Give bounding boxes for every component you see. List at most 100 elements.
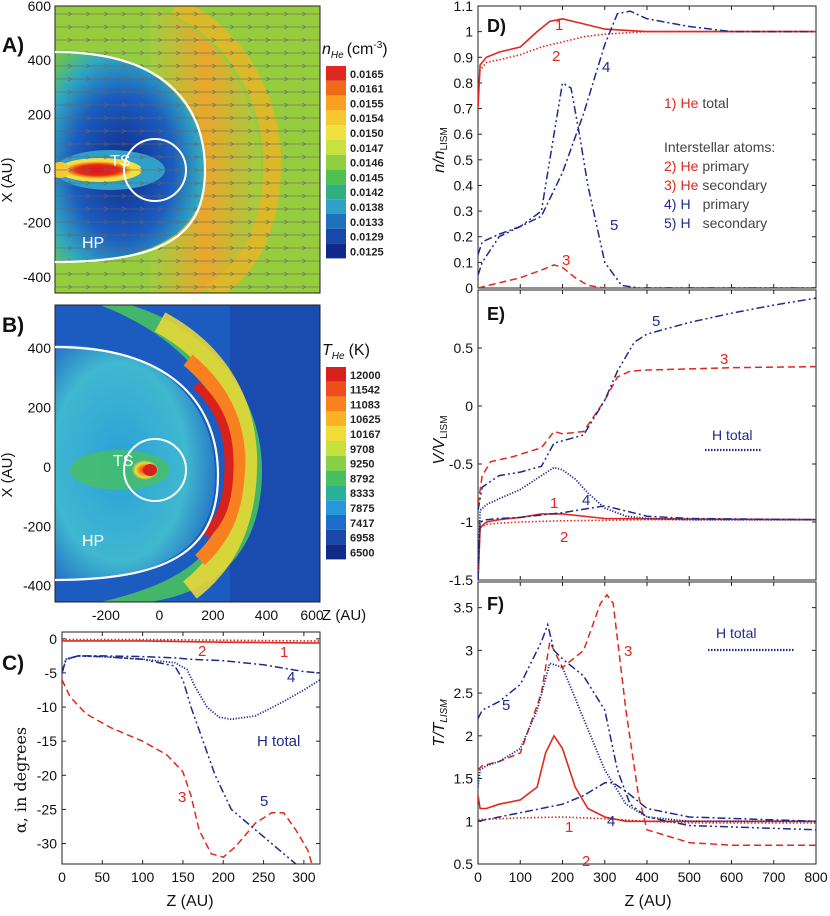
legend-value: 9708: [350, 444, 374, 456]
legend-swatch: [326, 140, 346, 155]
y-tick-label: 0.4: [454, 177, 474, 193]
legend-swatch: [326, 544, 346, 560]
y-tick-label: 2.5: [454, 685, 474, 701]
y-tick-label: 0.6: [454, 126, 474, 142]
legend-d-2-num: 2): [664, 158, 676, 174]
panel-e-label: E): [487, 304, 505, 324]
curve-label: 3: [178, 789, 186, 806]
y-tick-label: -15: [37, 733, 57, 749]
map-x-tick-label: 600: [28, 0, 52, 14]
ts-label-a: TS: [110, 153, 130, 170]
x-tick-label: 700: [762, 869, 786, 885]
x-tick-label: 200: [212, 869, 236, 885]
x-tick-label: 800: [804, 869, 828, 885]
legend-d: 1) He total Interstellar atoms: 2) He primar…: [664, 95, 775, 231]
legend-value: 9250: [350, 459, 374, 471]
svg-text:T/TLISM: T/TLISM: [431, 699, 450, 747]
legend-value: 0.0142: [350, 187, 384, 199]
map-z-tick-label: 400: [255, 607, 279, 623]
y-tick-label: 0.9: [454, 49, 474, 65]
legend-swatch: [326, 214, 346, 229]
legend-swatch: [326, 125, 346, 140]
curve-label: 3: [562, 252, 570, 269]
series-line-5: [478, 622, 816, 831]
curve-label: 2: [582, 853, 590, 870]
legend-swatch: [326, 411, 346, 427]
legend-swatch: [326, 455, 346, 471]
legend-e-h-total: H total: [712, 427, 752, 443]
x-tick-label: 600: [720, 869, 744, 885]
y-tick-label: -30: [37, 836, 57, 852]
series-line-5: [62, 655, 297, 864]
y-axis-title-f: T/T: [431, 721, 448, 746]
curve-label: H total: [257, 733, 300, 750]
y-tick-label: 1.5: [454, 771, 474, 787]
legend-swatch: [326, 470, 346, 486]
y-axis-title-c: α, in degrees: [11, 727, 30, 833]
y-tick-label: 3.5: [454, 600, 474, 616]
panel-a-tick-labels: 600 400 200 0 -200 -400: [23, 0, 51, 285]
panel-b-label: B): [2, 314, 24, 337]
legend-d-5-desc: secondary: [703, 215, 768, 231]
curve-label: 4: [287, 669, 295, 686]
curve-label: 3: [624, 643, 632, 660]
y-tick-label: 0.3: [454, 203, 474, 219]
x-tick-label: 150: [171, 869, 195, 885]
termination-shock-circle-b: [123, 438, 187, 502]
x-tick-label: 50: [95, 869, 111, 885]
termination-shock-circle-a: [123, 138, 187, 202]
curve-label: 4: [582, 492, 590, 509]
legend-d-1-num: 1): [664, 95, 676, 111]
map-x-tick-label: 200: [28, 399, 52, 415]
legend-value: 0.0133: [350, 217, 384, 229]
y-tick-label: -5: [45, 665, 58, 681]
legend-swatch: [326, 396, 346, 412]
x-tick-label: 200: [551, 869, 575, 885]
legend-value: 0.0150: [350, 128, 384, 140]
x-tick-label: 0: [474, 869, 482, 885]
y-tick-label: -0.5: [449, 456, 473, 472]
hp-label-a: HP: [82, 235, 104, 252]
legend-b-title-sub: He: [332, 351, 345, 362]
x-tick-label: 300: [292, 869, 316, 885]
map-x-tick-label: 0: [43, 160, 51, 176]
map-x-tick-label: 400: [28, 340, 52, 356]
panel-d-label: D): [487, 16, 506, 36]
legend-d-4-species: H: [680, 196, 690, 212]
legend-swatch: [326, 529, 346, 545]
curve-label: 2: [552, 48, 560, 65]
y-tick-label: 0: [465, 280, 473, 296]
y-tick-label: -1.5: [449, 572, 473, 588]
legend-swatch: [326, 515, 346, 530]
svg-text:n/nLISM: n/nLISM: [431, 127, 450, 173]
legend-value: 6500: [350, 547, 374, 559]
map-z-tick-label: 600: [300, 607, 324, 623]
legend-value: 0.0154: [350, 113, 385, 125]
x-tick-label: 100: [509, 869, 533, 885]
curve-label: 5: [260, 793, 268, 810]
series-line-1: [62, 640, 320, 644]
legend-swatch: [326, 184, 346, 200]
legend-value: 8333: [350, 488, 374, 500]
y-tick-label: 0.5: [454, 340, 474, 356]
legend-value: 0.0138: [350, 202, 384, 214]
map-x-tick-label: -400: [23, 578, 51, 594]
heliopause-curve-a: [54, 50, 207, 264]
legend-value: 12000: [350, 370, 381, 382]
legend-value: 0.0161: [350, 84, 384, 96]
y-tick-label: 1: [465, 24, 473, 40]
y-tick-label: 0.5: [454, 152, 474, 168]
legend-d-2-desc: primary: [702, 158, 749, 174]
y-tick-label: 0.8: [454, 75, 474, 91]
series-line-h-total: [478, 466, 816, 580]
series-line-5: [478, 297, 816, 511]
y-tick-label: 0: [49, 631, 57, 647]
x-tick-label: 0: [58, 869, 66, 885]
panel-e-chart: 0.5 0 -0.5 -1 -1.5 12 3 4 5 E) V/VLISM H total: [431, 289, 817, 588]
legend-d-4-num: 4): [664, 196, 676, 212]
series-line-4: [478, 505, 816, 580]
x-tick-label: 250: [252, 869, 276, 885]
hp-label-b: HP: [82, 533, 104, 550]
